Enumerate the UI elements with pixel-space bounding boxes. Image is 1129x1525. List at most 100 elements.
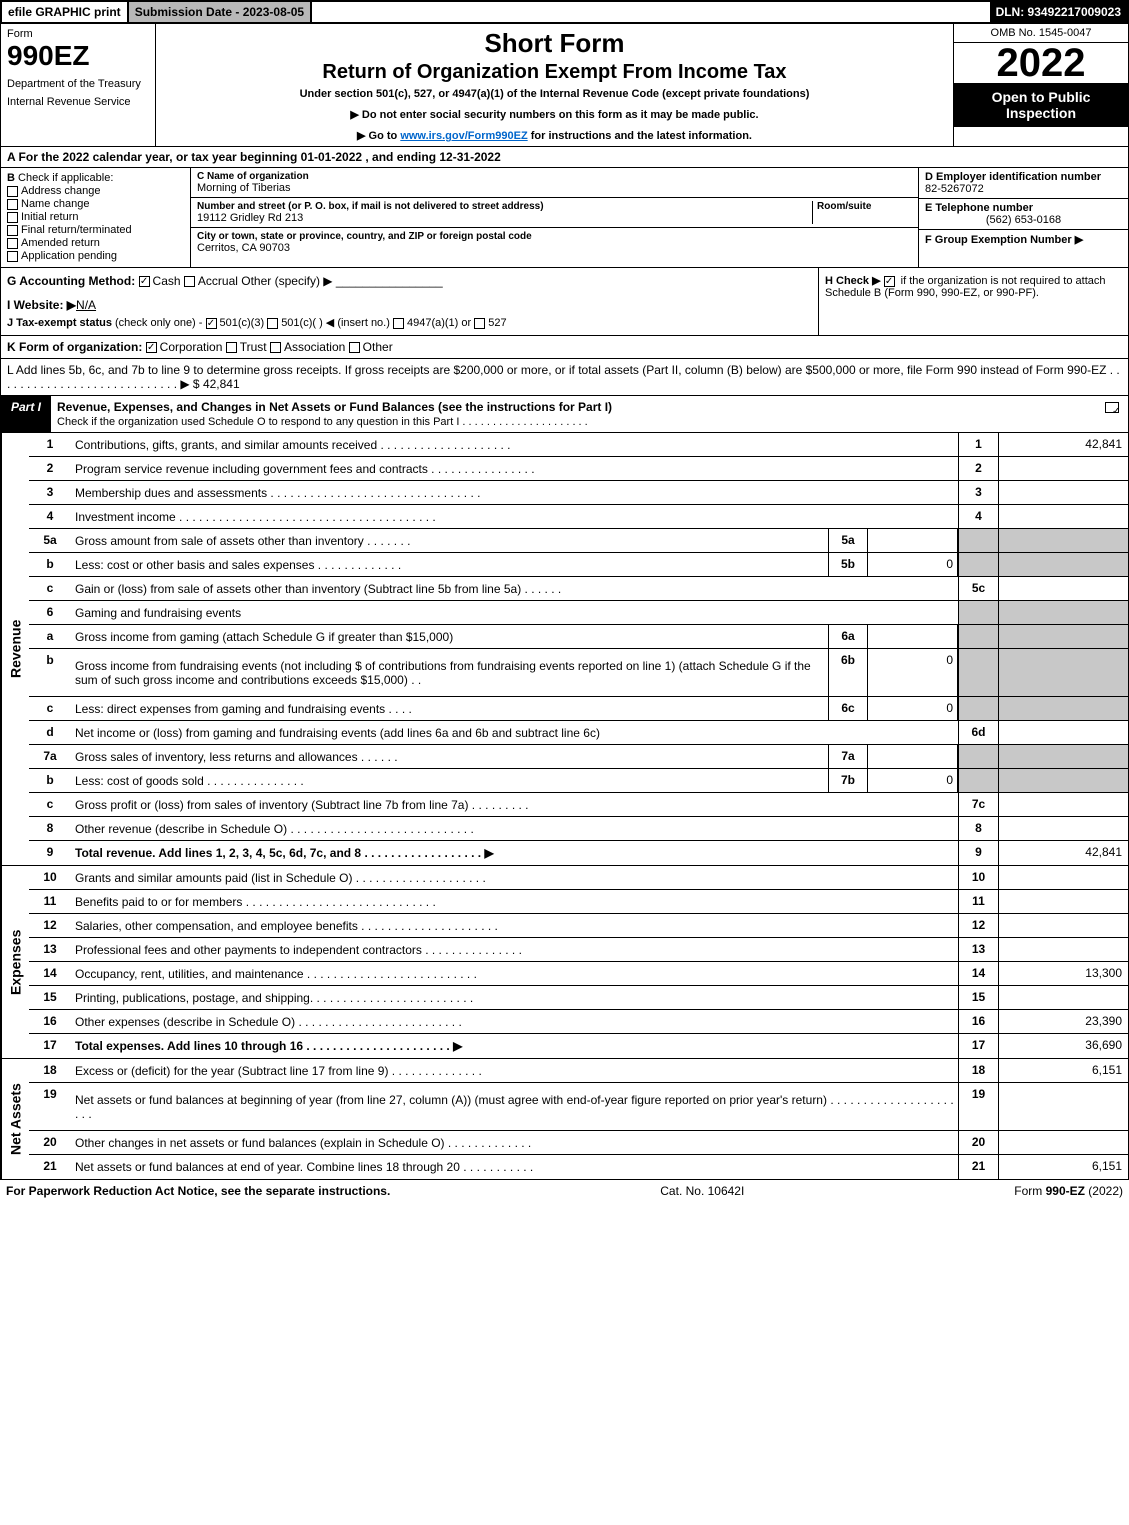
top-bar: efile GRAPHIC print Submission Date - 20… [0,0,1129,24]
part-1-title: Revenue, Expenses, and Changes in Net As… [51,396,1099,432]
right-val: 13,300 [998,962,1128,985]
line-num: b [29,553,71,576]
right-val [998,457,1128,480]
line-desc: Less: cost of goods sold . . . . . . . .… [71,769,828,792]
website: N/A [76,298,96,312]
right-box: 7c [958,793,998,816]
chk-corp[interactable] [146,342,157,353]
mid-box: 5b [828,553,868,576]
line-num: 14 [29,962,71,985]
open-public: Open to Public Inspection [954,83,1128,127]
c-city-label: City or town, state or province, country… [197,231,912,242]
right-val [998,505,1128,528]
header-left: Form 990EZ Department of the Treasury In… [1,24,156,146]
right-val [998,553,1128,576]
mid-val [868,745,958,768]
chk-501c[interactable] [267,318,278,329]
right-val [998,649,1128,696]
line-desc: Net assets or fund balances at beginning… [71,1083,958,1130]
gh-left: G Accounting Method: Cash Accrual Other … [1,268,818,335]
mid-val [868,529,958,552]
line-desc: Other revenue (describe in Schedule O) .… [71,817,958,840]
side-revenue: Revenue [1,433,29,865]
chk-schedule-b[interactable] [884,276,895,287]
table-row: 15Printing, publications, postage, and s… [29,986,1128,1010]
line-desc: Gain or (loss) from sale of assets other… [71,577,958,600]
note-link: ▶ Go to www.irs.gov/Form990EZ for instru… [162,129,947,142]
j-label: J Tax-exempt status [7,317,112,329]
section-bcdef: B Check if applicable: Address change Na… [0,168,1129,268]
chk-pending[interactable]: Application pending [7,250,184,262]
chk-initial[interactable]: Initial return [7,211,184,223]
chk-trust[interactable] [226,342,237,353]
line-num: 5a [29,529,71,552]
line-num: c [29,793,71,816]
mid-val: 0 [868,553,958,576]
table-row: cGross profit or (loss) from sales of in… [29,793,1128,817]
right-box: 18 [958,1059,998,1082]
right-box [958,625,998,648]
side-netassets: Net Assets [1,1059,29,1179]
right-val [998,601,1128,624]
right-val [998,1131,1128,1154]
g-label: G Accounting Method: [7,274,135,288]
right-val [998,793,1128,816]
line-a-text: A For the 2022 calendar year, or tax yea… [7,150,501,164]
chk-cash[interactable] [139,276,150,287]
chk-4947[interactable] [393,318,404,329]
mid-box: 7a [828,745,868,768]
chk-assoc[interactable] [270,342,281,353]
org-address: 19112 Gridley Rd 213 [197,212,812,224]
l-text: L Add lines 5b, 6c, and 7b to line 9 to … [7,363,1120,391]
line-desc: Less: direct expenses from gaming and fu… [71,697,828,720]
right-box: 3 [958,481,998,504]
table-row: 21Net assets or fund balances at end of … [29,1155,1128,1179]
line-num: 7a [29,745,71,768]
table-row: cGain or (loss) from sale of assets othe… [29,577,1128,601]
table-row: 13Professional fees and other payments t… [29,938,1128,962]
table-row: 6Gaming and fundraising events [29,601,1128,625]
table-row: 9Total revenue. Add lines 1, 2, 3, 4, 5c… [29,841,1128,865]
chk-527[interactable] [474,318,485,329]
part-1-check[interactable] [1099,396,1128,432]
org-name: Morning of Tiberias [197,182,912,194]
line-num: 2 [29,457,71,480]
line-desc: Other changes in net assets or fund bala… [71,1131,958,1154]
right-box: 19 [958,1083,998,1130]
under-section: Under section 501(c), 527, or 4947(a)(1)… [162,88,947,100]
right-val [998,914,1128,937]
chk-address[interactable]: Address change [7,185,184,197]
note2-suffix: for instructions and the latest informat… [528,130,752,142]
line-desc: Less: cost or other basis and sales expe… [71,553,828,576]
line-num: 3 [29,481,71,504]
chk-name[interactable]: Name change [7,198,184,210]
line-num: c [29,577,71,600]
side-expenses: Expenses [1,866,29,1058]
expenses-table: Expenses 10Grants and similar amounts pa… [0,866,1129,1059]
chk-amended[interactable]: Amended return [7,237,184,249]
right-val [998,721,1128,744]
line-num: 20 [29,1131,71,1154]
chk-other-org[interactable] [349,342,360,353]
line-num: 21 [29,1155,71,1179]
paperwork-notice: For Paperwork Reduction Act Notice, see … [6,1184,390,1198]
right-box: 17 [958,1034,998,1058]
ein: 82-5267072 [925,183,1122,195]
line-desc: Salaries, other compensation, and employ… [71,914,958,937]
irs-link[interactable]: www.irs.gov/Form990EZ [400,130,527,142]
dln: DLN: 93492217009023 [990,2,1127,22]
line-num: 18 [29,1059,71,1082]
right-box: 9 [958,841,998,865]
chk-501c3[interactable] [206,318,217,329]
table-row: 2Program service revenue including gover… [29,457,1128,481]
revenue-table: Revenue 1Contributions, gifts, grants, a… [0,433,1129,866]
table-row: bLess: cost of goods sold . . . . . . . … [29,769,1128,793]
chk-final[interactable]: Final return/terminated [7,224,184,236]
line-desc: Gross income from fundraising events (no… [71,649,828,696]
line-num: 12 [29,914,71,937]
right-val: 6,151 [998,1155,1128,1179]
note-ssn: ▶ Do not enter social security numbers o… [162,108,947,121]
header-right: OMB No. 1545-0047 2022 Open to Public In… [953,24,1128,146]
line-desc: Gaming and fundraising events [71,601,958,624]
chk-accrual[interactable] [184,276,195,287]
